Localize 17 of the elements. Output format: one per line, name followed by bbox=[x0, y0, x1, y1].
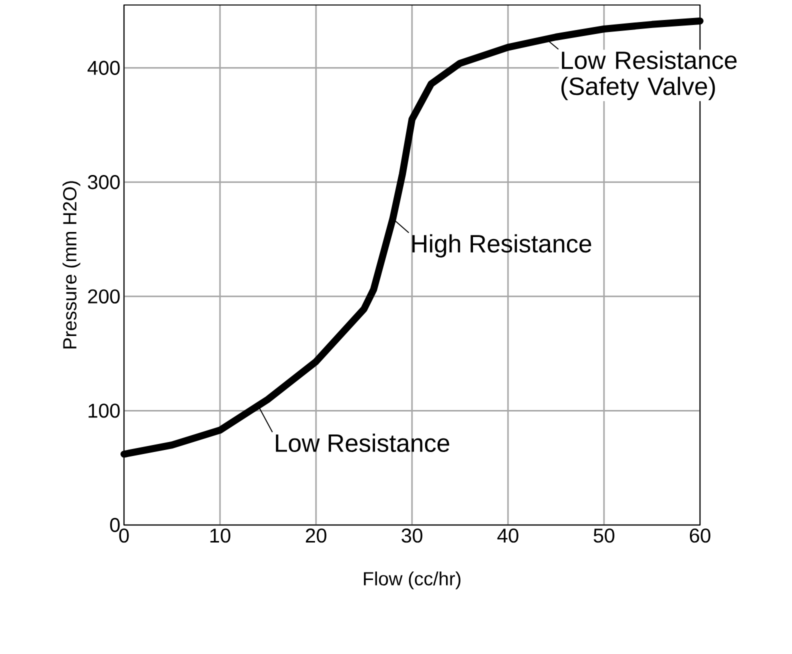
y-tick-label: 0 bbox=[110, 518, 120, 532]
annotation: High Resistance bbox=[412, 234, 592, 258]
x-tick-label: 40 bbox=[497, 528, 518, 543]
x-axis-title: Flow (cc/hr) bbox=[364, 572, 460, 590]
y-tick-label: 400 bbox=[88, 60, 120, 75]
annotation: Low Resistance (Safety Valve) bbox=[561, 50, 737, 100]
annotation: Low Resistance bbox=[276, 434, 450, 452]
x-tick-label: 20 bbox=[306, 528, 326, 543]
y-axis-title: Pressure (mm H2O) bbox=[62, 181, 80, 348]
x-tick-label: 0 bbox=[119, 528, 129, 543]
x-tick-label: 60 bbox=[690, 528, 710, 543]
x-tick-label: 50 bbox=[594, 528, 614, 543]
x-tick-label: 30 bbox=[402, 528, 422, 543]
y-tick-label: 200 bbox=[88, 289, 120, 304]
y-tick-label: 100 bbox=[88, 404, 120, 418]
x-tick-label: 10 bbox=[210, 528, 230, 543]
y-tick-label: 300 bbox=[88, 175, 120, 190]
